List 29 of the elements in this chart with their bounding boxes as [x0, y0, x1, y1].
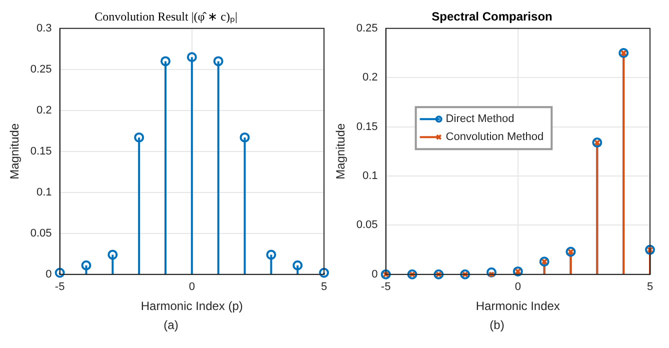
- y-tick-label: 0.2: [362, 72, 378, 84]
- y-tick-label: 0.05: [30, 227, 52, 240]
- x-tick-label: 5: [646, 281, 654, 294]
- y-tick-label: 0.15: [30, 145, 52, 158]
- y-axis-title: Magnitude: [334, 123, 348, 180]
- x-tick-label: 5: [320, 281, 328, 294]
- y-tick-label: 0.1: [36, 186, 52, 198]
- x-tick-label: 0: [188, 281, 195, 294]
- text: (a): [162, 318, 180, 332]
- y-tick-label: 0: [46, 268, 52, 280]
- y-tick-label: 0.05: [356, 219, 378, 232]
- y-tick-label: 0.1: [362, 170, 378, 182]
- legend-label: Convolution Method: [446, 131, 544, 144]
- text: (b): [488, 318, 506, 332]
- chart-title: Spectral Comparison: [432, 10, 552, 24]
- y-tick-label: 0.3: [36, 22, 52, 34]
- legend-label: Direct Method: [446, 113, 514, 126]
- chart-title: Convolution Result |(φ̂ ∗ c)ₚ|: [94, 9, 238, 24]
- y-tick-label: 0.25: [356, 22, 378, 34]
- x-tick-label: -5: [380, 281, 391, 294]
- y-axis-title: Magnitude: [8, 123, 22, 180]
- x-axis-title: Harmonic Index (p): [140, 299, 243, 314]
- x-tick-label: 0: [514, 281, 521, 294]
- x-axis-title: Harmonic Index: [476, 299, 560, 314]
- y-tick-label: 0: [372, 268, 378, 280]
- y-tick-label: 0.2: [36, 104, 52, 116]
- y-tick-label: 0.25: [30, 63, 52, 76]
- x-tick-label: -5: [54, 281, 65, 294]
- y-tick-label: 0.15: [356, 120, 378, 133]
